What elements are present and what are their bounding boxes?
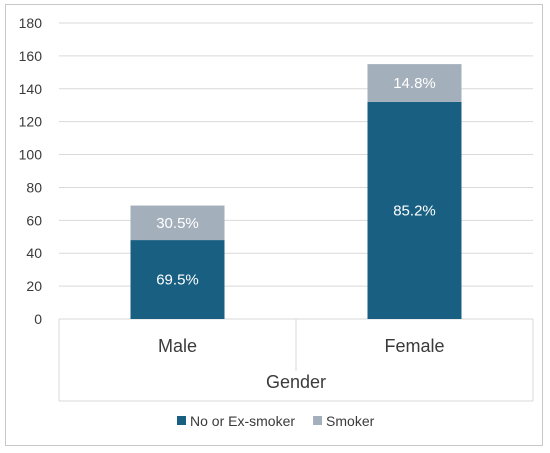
bar-segment <box>367 101 462 319</box>
legend-label: Smoker <box>326 413 375 429</box>
x-axis-categories: Male Female <box>158 336 445 356</box>
legend-swatch <box>313 416 323 425</box>
legend: No or Ex-smoker Smoker <box>177 413 375 429</box>
bars <box>130 64 462 319</box>
y-tick-label: 180 <box>19 15 43 31</box>
y-tick-label: 120 <box>19 114 43 130</box>
legend-label: No or Ex-smoker <box>190 413 295 429</box>
legend-swatch <box>177 416 186 425</box>
data-label: 14.8% <box>393 75 436 92</box>
data-label: 30.5% <box>156 215 199 232</box>
bar-segment <box>367 64 462 102</box>
x-axis-title: Gender <box>266 372 326 392</box>
bar-segment <box>130 240 225 319</box>
y-tick-label: 60 <box>26 212 42 228</box>
bar-segment <box>130 205 225 241</box>
chart-frame: 0 20 40 60 80 100 120 140 160 180 69.5% 30.5% 85.2%… <box>5 4 543 446</box>
category-label: Female <box>384 336 444 356</box>
data-label: 69.5% <box>156 272 199 289</box>
y-tick-label: 140 <box>19 81 43 97</box>
y-axis-ticks: 0 20 40 60 80 100 120 140 160 180 <box>19 15 43 327</box>
gridlines <box>58 22 534 402</box>
stacked-bar-chart: 0 20 40 60 80 100 120 140 160 180 69.5% 30.5% 85.2%… <box>19 15 534 429</box>
data-label: 85.2% <box>393 202 436 219</box>
y-tick-label: 100 <box>19 147 43 163</box>
y-tick-label: 80 <box>26 179 42 195</box>
y-tick-label: 160 <box>19 48 43 64</box>
y-tick-label: 0 <box>34 311 42 327</box>
y-tick-label: 40 <box>26 245 42 261</box>
data-labels: 69.5% 30.5% 85.2% 14.8% <box>156 75 436 289</box>
y-tick-label: 20 <box>26 278 42 294</box>
category-label: Male <box>158 336 197 356</box>
